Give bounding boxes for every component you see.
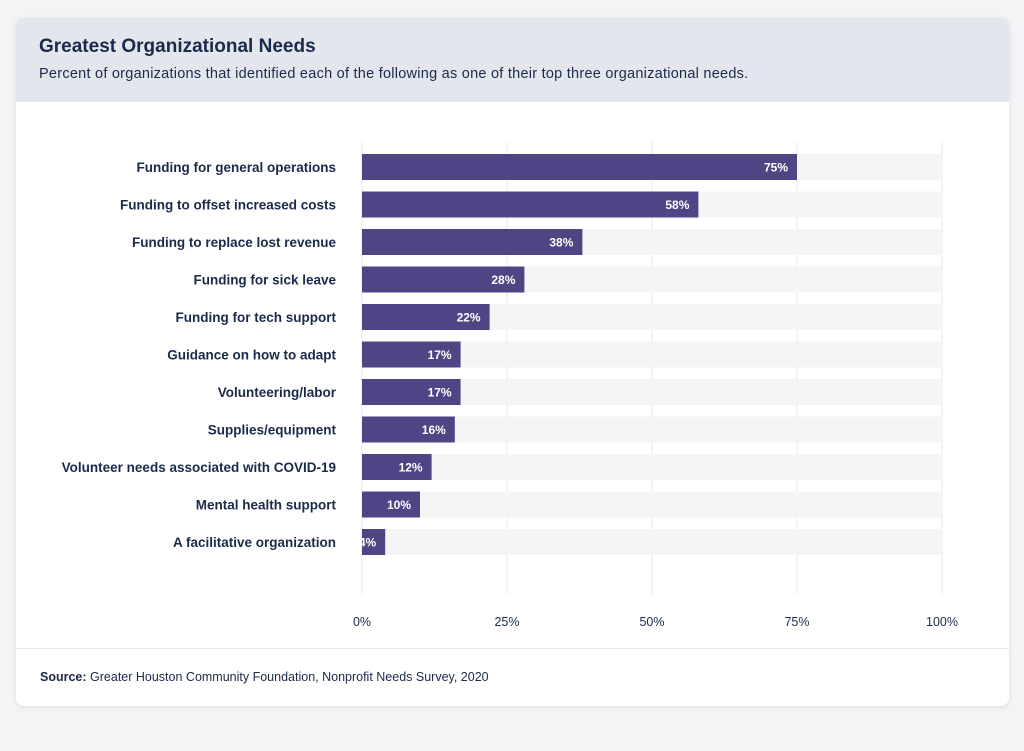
chart-card: Greatest Organizational Needs Percent of… xyxy=(16,18,1009,706)
source-label: Source: xyxy=(40,670,87,684)
bar-value-label: 12% xyxy=(399,461,423,475)
bar-track xyxy=(362,529,942,555)
bar-value-label: 17% xyxy=(428,386,452,400)
category-label: Funding to replace lost revenue xyxy=(132,235,337,250)
bar-track xyxy=(362,454,942,480)
bar xyxy=(362,491,420,518)
footer-divider xyxy=(16,648,1009,649)
category-label: Funding for tech support xyxy=(176,310,337,325)
bar xyxy=(362,229,583,255)
bar xyxy=(362,154,797,180)
bar-track xyxy=(362,491,942,518)
category-label: Supplies/equipment xyxy=(208,423,337,438)
category-label: Funding to offset increased costs xyxy=(120,198,336,213)
bar xyxy=(362,454,432,480)
bar-value-label: 58% xyxy=(665,198,689,212)
bar xyxy=(362,266,525,293)
bar-value-label: 17% xyxy=(428,348,452,362)
bar xyxy=(362,191,699,218)
bar-value-label: 10% xyxy=(387,498,411,512)
bar-value-label: 28% xyxy=(491,273,515,287)
category-label: Volunteer needs associated with COVID-19 xyxy=(62,460,336,475)
bar-value-label: 22% xyxy=(457,311,481,325)
x-tick-label: 75% xyxy=(784,615,809,629)
bar-chart: 75% Funding for general operations 58% Fund… xyxy=(62,142,958,629)
category-label: Guidance on how to adapt xyxy=(167,348,336,363)
bar-value-label: 16% xyxy=(422,423,446,437)
bar-value-label: 75% xyxy=(764,161,788,175)
category-label: Funding for sick leave xyxy=(193,273,336,288)
category-label: A facilitative organization xyxy=(173,535,336,550)
category-label: Volunteering/labor xyxy=(218,385,337,400)
chart-title: Greatest Organizational Needs xyxy=(39,36,316,57)
x-tick-label: 0% xyxy=(353,615,371,629)
x-tick-label: 50% xyxy=(639,615,664,629)
category-label: Mental health support xyxy=(196,498,337,513)
bar xyxy=(362,416,455,443)
chart-subtitle: Percent of organizations that identified… xyxy=(39,66,749,82)
bar xyxy=(362,529,386,555)
x-tick-label: 25% xyxy=(494,615,519,629)
chart-header: Greatest Organizational Needs Percent of… xyxy=(16,18,1009,102)
bar-track xyxy=(362,416,942,443)
source-text: Greater Houston Community Foundation, No… xyxy=(90,670,489,684)
source-note: Source: Greater Houston Community Founda… xyxy=(40,670,489,684)
bar xyxy=(362,379,461,405)
bar-value-label: 4% xyxy=(359,536,377,550)
bar xyxy=(362,304,490,330)
category-label: Funding for general operations xyxy=(136,160,336,175)
bar xyxy=(362,341,461,368)
x-tick-label: 100% xyxy=(926,615,958,629)
bar-value-label: 38% xyxy=(549,236,573,250)
